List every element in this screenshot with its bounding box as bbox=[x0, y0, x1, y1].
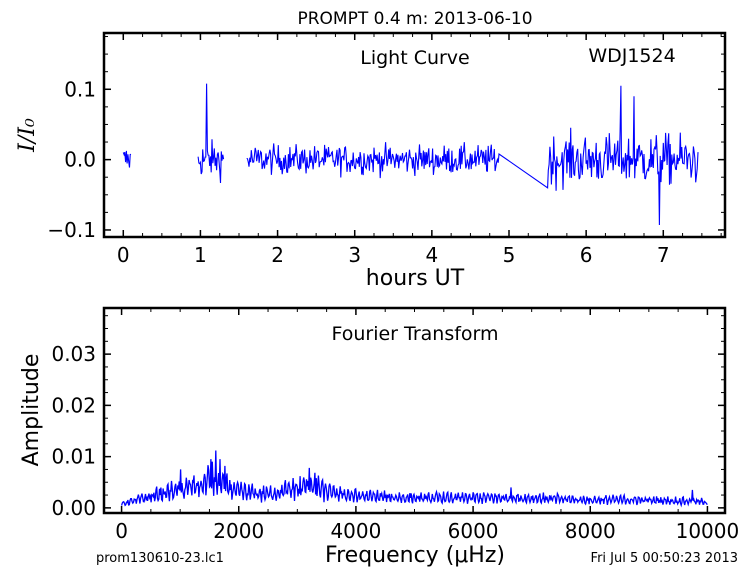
x-tick-label: 7 bbox=[657, 243, 670, 267]
light-curve-series bbox=[122, 83, 699, 226]
fourier-panel: Fourier Transform Frequency (μHz) Amplit… bbox=[19, 306, 740, 568]
x-tick-label: 3 bbox=[348, 243, 361, 267]
fourier-xlabel: Frequency (μHz) bbox=[325, 543, 505, 568]
y-tick-label: 0.00 bbox=[51, 496, 96, 520]
light-curve-frame bbox=[102, 31, 727, 239]
star-name-label: WDJ1524 bbox=[588, 45, 675, 67]
y-tick-label: 0.03 bbox=[51, 342, 96, 366]
fourier-series bbox=[120, 450, 708, 508]
fourier-title: Fourier Transform bbox=[331, 323, 498, 345]
light-curve-xlabel: hours UT bbox=[366, 266, 465, 291]
y-tick-label: 0.1 bbox=[64, 77, 96, 101]
light-curve-ylabel: I/I₀ bbox=[15, 118, 40, 153]
x-tick-label: 6 bbox=[580, 243, 593, 267]
x-tick-label: 2 bbox=[271, 243, 284, 267]
figure-title: PROMPT 0.4 m: 2013-06-10 bbox=[297, 9, 532, 29]
y-tick-label: 0.01 bbox=[51, 445, 96, 469]
footer-timestamp: Fri Jul 5 00:50:23 2013 bbox=[591, 551, 738, 566]
x-tick-label: 4 bbox=[425, 243, 438, 267]
x-tick-label: 5 bbox=[503, 243, 516, 267]
x-tick-label: 4000 bbox=[330, 519, 381, 543]
footer-filename: prom130610-23.lc1 bbox=[96, 551, 224, 566]
x-tick-label: 2000 bbox=[213, 519, 264, 543]
light-curve-title: Light Curve bbox=[360, 47, 470, 69]
x-tick-label: 0 bbox=[117, 243, 130, 267]
fourier-frame bbox=[102, 306, 727, 515]
x-tick-label: 6000 bbox=[448, 519, 499, 543]
y-tick-label: 0.0 bbox=[64, 148, 96, 172]
x-tick-label: 0 bbox=[115, 519, 128, 543]
light-curve-panel: Light Curve WDJ1524 hours UT I/I₀ 0 1 2 3 4 5… bbox=[15, 31, 727, 291]
y-tick-label: 0.02 bbox=[51, 393, 96, 417]
fourier-ylabel: Amplitude bbox=[19, 354, 44, 467]
x-tick-label: 10000 bbox=[676, 519, 740, 543]
y-tick-label: −0.1 bbox=[47, 218, 96, 242]
x-tick-label: 8000 bbox=[565, 519, 616, 543]
x-tick-label: 1 bbox=[194, 243, 207, 267]
